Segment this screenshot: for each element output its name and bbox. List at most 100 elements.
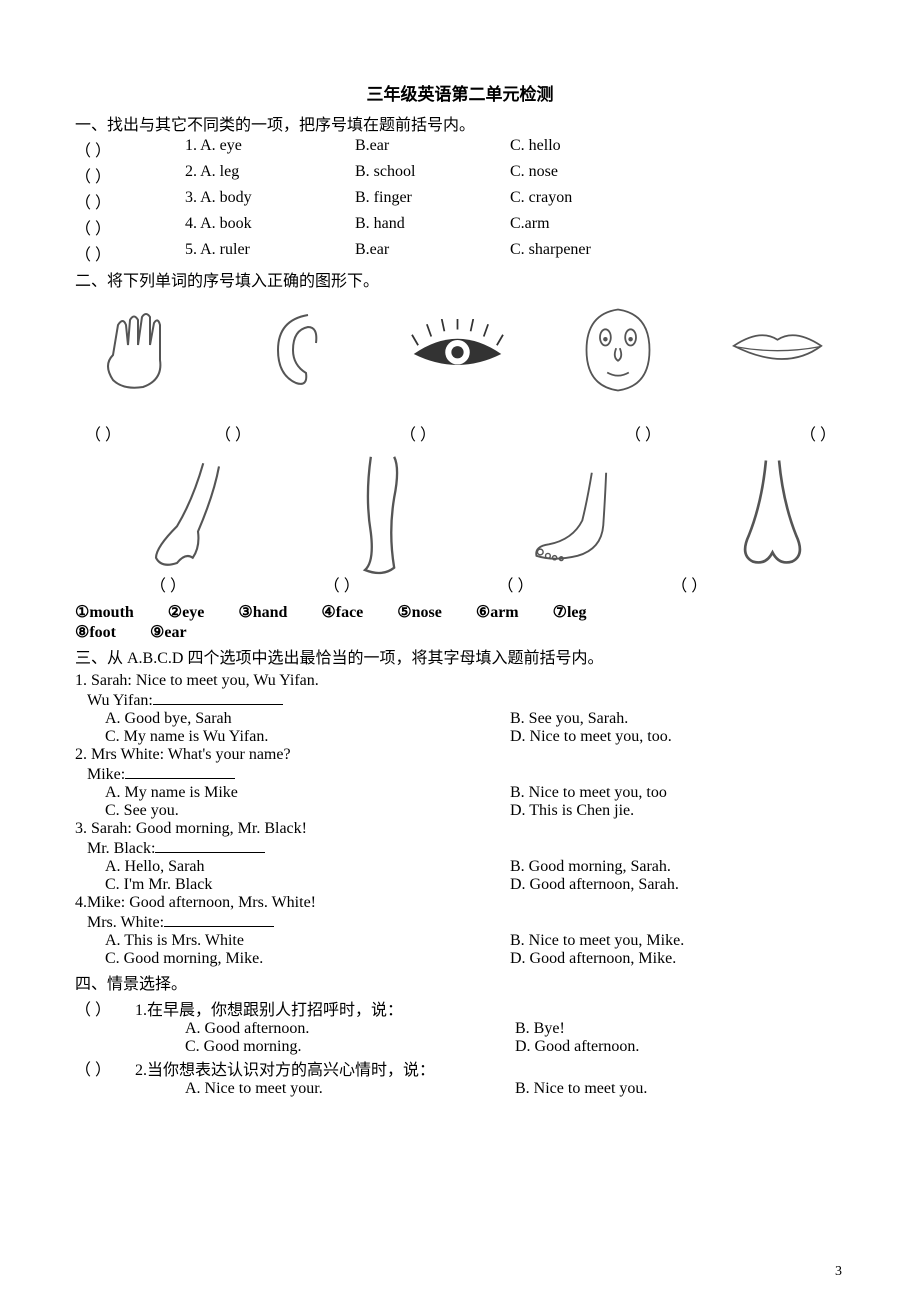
section3-heading: 三、从 A.B.C.D 四个选项中选出最恰当的一项，将其字母填入题前括号内。 [75, 644, 845, 668]
opt-b: B. Nice to meet you, too [510, 784, 845, 802]
answer-paren: （ ） [671, 572, 845, 596]
opt-a: 1. A. eye [185, 137, 355, 161]
q3-item: 2. Mrs White: What's your name? Mike: A.… [75, 746, 845, 820]
answer-paren: （ ） [75, 163, 185, 187]
opt-a: A. My name is Mike [75, 784, 510, 802]
wb-item: ⑧foot [75, 622, 116, 642]
q3-question: 2. Mrs White: What's your name? [75, 746, 845, 764]
section3-list: 1. Sarah: Nice to meet you, Wu Yifan. Wu… [75, 672, 845, 968]
opt-a: A. Nice to meet your. [185, 1080, 515, 1098]
q3-question: 4.Mike: Good afternoon, Mrs. White! [75, 894, 845, 912]
opt-a: 5. A. ruler [185, 241, 355, 265]
opt-b: B. Good morning, Sarah. [510, 858, 845, 876]
q3-sub: Mike: [75, 764, 845, 784]
opt-c: C.arm [510, 215, 845, 239]
q3-item: 1. Sarah: Nice to meet you, Wu Yifan. Wu… [75, 672, 845, 746]
answer-paren: （ ） [498, 572, 672, 596]
answer-paren: （ ） [75, 189, 185, 213]
opt-c: C. hello [510, 137, 845, 161]
q3-sub-text: Mr. Black: [87, 840, 155, 857]
answer-paren: （ ） [800, 421, 836, 445]
answer-paren: （ ） [150, 572, 324, 596]
q1-row: （ ） 2. A. leg B. school C. nose [75, 163, 845, 187]
section2-heading: 二、将下列单词的序号填入正确的图形下。 [75, 267, 845, 291]
opt-a: A. Hello, Sarah [75, 858, 510, 876]
opt-a: A. Good afternoon. [185, 1020, 515, 1038]
q3-question: 1. Sarah: Nice to meet you, Wu Yifan. [75, 672, 845, 690]
opt-b: B.ear [355, 241, 510, 265]
wb-item: ⑥arm [476, 602, 519, 622]
face-icon [565, 305, 670, 395]
opt-d: D. Good afternoon, Sarah. [510, 876, 845, 894]
fill-blank [164, 912, 274, 927]
image-row-1 [75, 305, 845, 395]
answer-paren: （ ） [324, 572, 498, 596]
q3-sub: Mr. Black: [75, 838, 845, 858]
q4-question: 2.当你想表达认识对方的高兴心情时，说： [135, 1056, 845, 1080]
opt-a: 3. A. body [185, 189, 355, 213]
q3-sub-text: Mike: [87, 766, 125, 783]
answer-paren: （ ） [625, 421, 800, 445]
q1-row: （ ） 3. A. body B. finger C. crayon [75, 189, 845, 213]
q1-row: （ ） 4. A. book B. hand C.arm [75, 215, 845, 239]
answer-paren: （ ） [75, 137, 185, 161]
q3-item: 3. Sarah: Good morning, Mr. Black! Mr. B… [75, 820, 845, 894]
wb-item: ⑦leg [553, 602, 587, 622]
q3-item: 4.Mike: Good afternoon, Mrs. White! Mrs.… [75, 894, 845, 968]
worksheet-page: 三年级英语第二单元检测 一、找出与其它不同类的一项，把序号填在题前括号内。 （ … [0, 0, 920, 1302]
ear-icon [245, 305, 350, 395]
opt-b: B. Bye! [515, 1020, 845, 1038]
answer-paren: （ ） [400, 421, 625, 445]
page-title: 三年级英语第二单元检测 [75, 80, 845, 105]
word-bank-line1: ①mouth ②eye ③hand ④face ⑤nose ⑥arm ⑦leg [75, 602, 845, 622]
wb-item: ⑨ear [150, 622, 187, 642]
section4-heading: 四、情景选择。 [75, 970, 845, 994]
fill-blank [153, 690, 283, 705]
q4-question: 1.在早晨，你想跟别人打招呼时，说： [135, 996, 845, 1020]
q1-row: （ ） 1. A. eye B.ear C. hello [75, 137, 845, 161]
fill-blank [125, 764, 235, 779]
answer-paren: （ ） [85, 421, 215, 445]
opt-c: C. Good morning. [185, 1038, 515, 1056]
opt-d: D. Good afternoon. [515, 1038, 845, 1056]
opt-b: B. school [355, 163, 510, 187]
image-row-2 [75, 463, 845, 568]
wb-item: ⑤nose [397, 602, 442, 622]
word-bank-line2: ⑧foot ⑨ear [75, 622, 845, 642]
wb-item: ③hand [238, 602, 287, 622]
word-bank: ①mouth ②eye ③hand ④face ⑤nose ⑥arm ⑦leg … [75, 602, 845, 642]
section4-list: （ ） 1.在早晨，你想跟别人打招呼时，说： A. Good afternoon… [75, 996, 845, 1098]
opt-c: C. I'm Mr. Black [75, 876, 510, 894]
opt-a: A. This is Mrs. White [75, 932, 510, 950]
answer-paren: （ ） [75, 241, 185, 265]
q1-row: （ ） 5. A. ruler B.ear C. sharpener [75, 241, 845, 265]
q3-sub-text: Wu Yifan: [87, 692, 153, 709]
opt-d: D. Nice to meet you, too. [510, 728, 845, 746]
leg-icon [330, 463, 435, 568]
paren-row-1: （ ） （ ） （ ） （ ） （ ） [75, 421, 845, 445]
opt-c: C. crayon [510, 189, 845, 213]
wb-item: ①mouth [75, 602, 134, 622]
nose-icon [720, 463, 825, 568]
opt-a: 4. A. book [185, 215, 355, 239]
opt-b: B. hand [355, 215, 510, 239]
opt-b: B. Nice to meet you, Mike. [510, 932, 845, 950]
opt-b: B. finger [355, 189, 510, 213]
q3-sub: Wu Yifan: [75, 690, 845, 710]
answer-paren: （ ） [75, 215, 185, 239]
q3-sub: Mrs. White: [75, 912, 845, 932]
opt-c: C. nose [510, 163, 845, 187]
paren-row-2: （ ） （ ） （ ） （ ） [75, 572, 845, 596]
section1-heading: 一、找出与其它不同类的一项，把序号填在题前括号内。 [75, 111, 845, 135]
hand-icon [85, 305, 190, 395]
fill-blank [155, 838, 265, 853]
answer-paren: （ ） [215, 421, 400, 445]
q3-sub-text: Mrs. White: [87, 914, 164, 931]
opt-b: B. See you, Sarah. [510, 710, 845, 728]
page-number: 3 [835, 1264, 842, 1280]
opt-b: B. Nice to meet you. [515, 1080, 845, 1098]
q3-question: 3. Sarah: Good morning, Mr. Black! [75, 820, 845, 838]
opt-c: C. Good morning, Mike. [75, 950, 510, 968]
wb-item: ④face [321, 602, 363, 622]
arm-icon [135, 463, 240, 568]
